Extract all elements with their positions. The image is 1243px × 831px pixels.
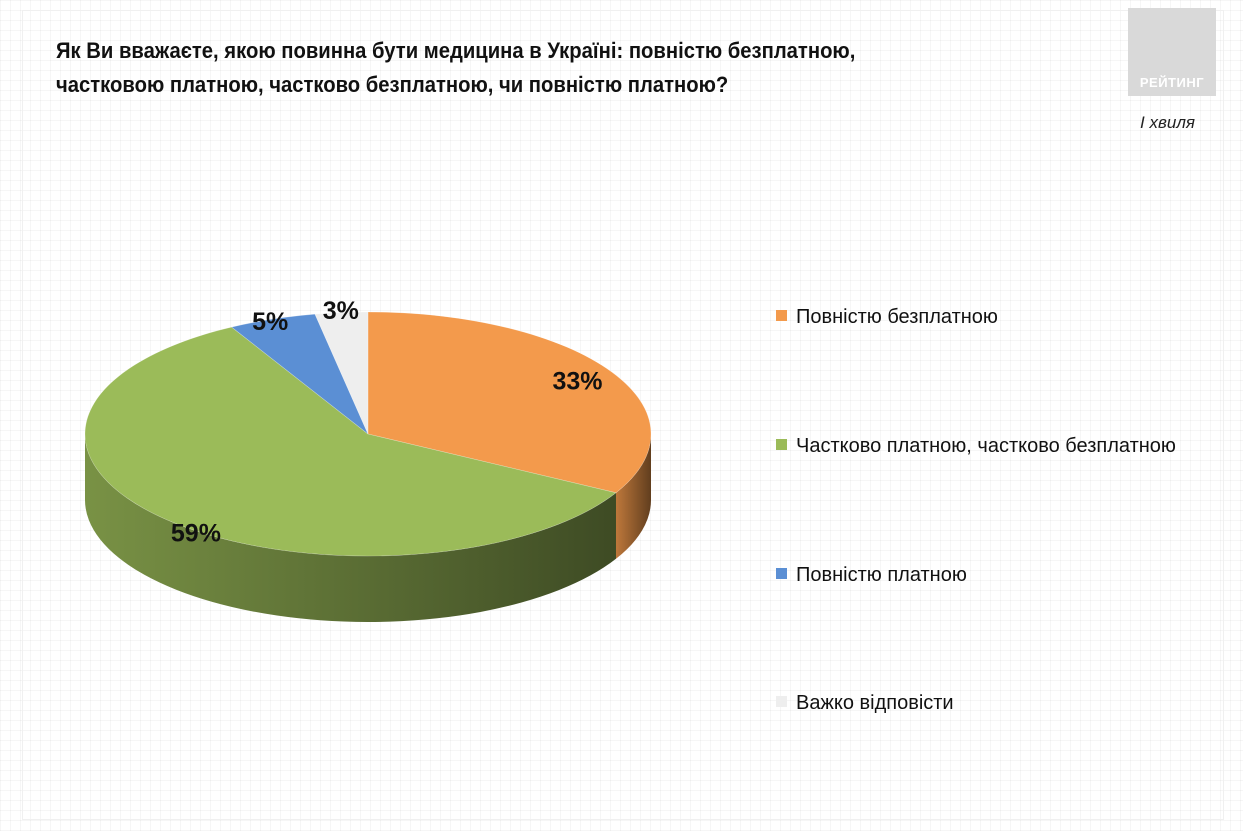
pie-slice-важко-відповісти (314, 311, 369, 435)
rating-logo: РЕЙТИНГ (1128, 8, 1216, 96)
pie-slice-повністю-безплатною (367, 311, 652, 494)
pie-side-частково-платною-частково-безплатною (84, 434, 616, 622)
pie-label-важко-відповісти: 3% (323, 297, 359, 325)
legend-label-повністю-безплатною: Повністю безплатною (796, 306, 998, 328)
chart-frame (22, 10, 1224, 820)
legend-item-важко-відповісти: Важко відповісти (776, 692, 954, 715)
pie-label-повністю-платною: 5% (252, 308, 288, 336)
legend-label-частково-платною-частково-безплатною: Частково платною, частково безплатною (796, 435, 1176, 457)
legend-item-повністю-безплатною: Повністю безплатною (776, 306, 998, 329)
legend-label-повністю-платною: Повністю платною (796, 564, 967, 586)
chart-title: Як Ви вважаєте, якою повинна бути медици… (56, 34, 976, 102)
chart-title-line-1: Як Ви вважаєте, якою повинна бути медици… (56, 38, 856, 63)
pie-label-повністю-безплатною: 33% (552, 368, 602, 396)
pie-side-повністю-безплатною (615, 434, 651, 559)
legend-swatch-повністю-безплатною (776, 310, 787, 321)
rating-logo-text: РЕЙТИНГ (1139, 75, 1205, 90)
legend-swatch-частково-платною-частково-безплатною (776, 439, 787, 450)
legend-item-частково-платною-частково-безплатною: Частково платною, частково безплатною (776, 435, 1176, 458)
legend-item-повністю-платною: Повністю платною (776, 564, 967, 587)
pie-slice-повністю-платною (230, 313, 369, 435)
chart-title-line-2: частковою платною, частково безплатною, … (56, 72, 729, 97)
wave-label: I хвиля (1140, 113, 1195, 132)
legend-swatch-повністю-платною (776, 568, 787, 579)
pie-slice-частково-платною-частково-безплатною (84, 326, 617, 557)
legend-swatch-важко-відповісти (776, 696, 787, 707)
legend-label-важко-відповісти: Важко відповісти (796, 692, 954, 714)
pie-label-частково-платною-частково-безплатною: 59% (171, 519, 221, 547)
